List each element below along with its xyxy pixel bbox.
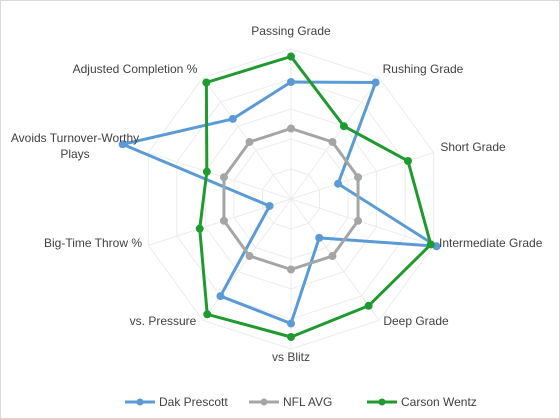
data-point (354, 216, 363, 225)
data-point (334, 179, 343, 188)
data-point (219, 173, 228, 182)
axis-label-rushing-grade: Rushing Grade (383, 62, 464, 76)
series-dak-prescott (118, 78, 441, 328)
axis-spoke (290, 198, 434, 246)
legend-item-carson-wentz: Carson Wentz (367, 395, 477, 409)
data-point (216, 292, 225, 301)
axis-label-passing-grade: Passing Grade (251, 24, 331, 38)
axis-spoke (202, 77, 292, 200)
legend-swatch-marker (260, 398, 268, 406)
data-point (354, 173, 363, 182)
axis-label-deep-grade: Deep Grade (383, 314, 449, 328)
axis-label-intermediate-grade: Intermediate Grade (439, 236, 543, 250)
data-point (195, 224, 204, 233)
data-point (426, 240, 435, 249)
axis-label-vs-pressure: vs. Pressure (130, 314, 197, 328)
chart-legend: Dak Prescott NFL AVG Carson Wentz (125, 395, 477, 409)
data-point (202, 167, 211, 176)
legend-swatch-marker (378, 398, 386, 406)
data-point (315, 233, 324, 242)
data-point (287, 52, 295, 61)
data-point (203, 310, 212, 319)
legend-label: Dak Prescott (159, 395, 228, 409)
data-point (228, 114, 237, 123)
data-point (371, 78, 380, 87)
data-point (403, 156, 412, 165)
axis-label-vs-blitz: vs Blitz (272, 350, 310, 364)
data-point (287, 265, 295, 274)
legend-item-nfl-avg: NFL AVG (249, 395, 332, 409)
axis-label-big-time-throw: Big-Time Throw % (44, 236, 142, 250)
data-point (118, 140, 127, 149)
axis-label-short-grade: Short Grade (440, 140, 506, 154)
data-point (245, 137, 254, 146)
axis-spoke (290, 77, 380, 200)
axis-label-avoids-turnover-worthy-plays: Avoids Turnover-Worthy Plays (11, 131, 139, 161)
data-point (287, 78, 295, 86)
radar-grid (147, 48, 435, 350)
series-nfl-avg (219, 124, 363, 274)
axis-spoke (202, 198, 292, 321)
axis-spoke (290, 198, 380, 321)
legend-swatch-marker (136, 398, 144, 406)
data-point (287, 124, 295, 133)
data-point (202, 78, 211, 87)
data-point (265, 201, 274, 210)
data-point (287, 333, 295, 341)
data-point (245, 252, 254, 261)
data-point (287, 319, 295, 328)
data-point (339, 122, 348, 131)
data-point (364, 301, 373, 310)
series-carson-wentz (195, 52, 435, 341)
data-point (328, 252, 337, 261)
radar-axis-labels: Passing Grade Rushing Grade Short Grade Int… (11, 24, 543, 364)
legend-label: Carson Wentz (401, 395, 477, 409)
axis-label-adjusted-completion: Adjusted Completion % (73, 62, 198, 76)
data-point (219, 216, 228, 225)
axis-spoke (148, 152, 292, 200)
radar-series (118, 52, 441, 341)
data-point (328, 137, 337, 146)
legend-label: NFL AVG (283, 395, 332, 409)
legend-item-dak-prescott: Dak Prescott (125, 395, 228, 409)
